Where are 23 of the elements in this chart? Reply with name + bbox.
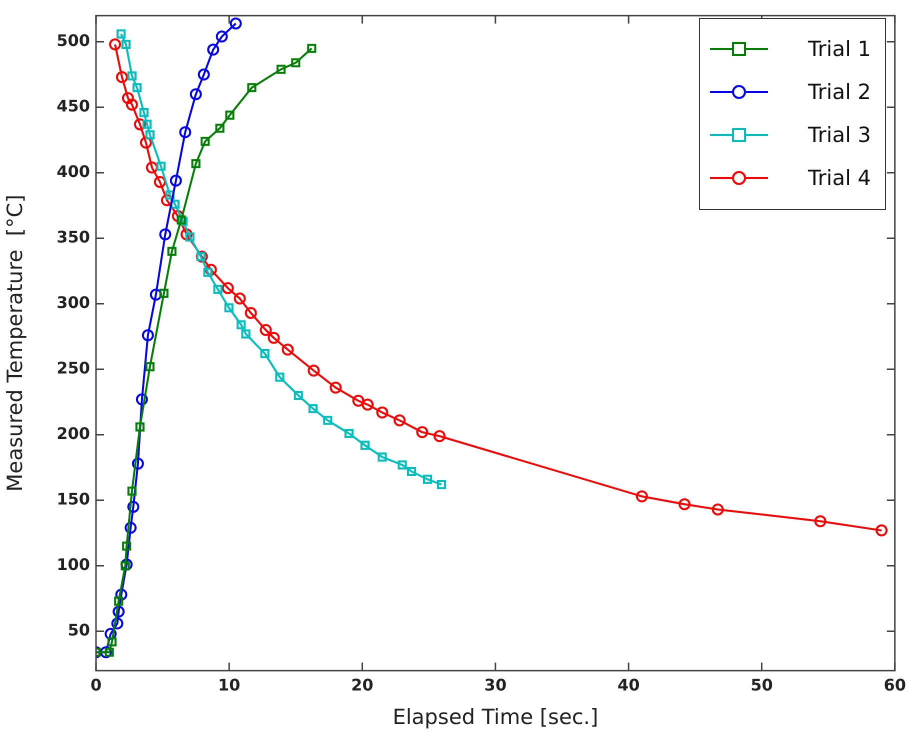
y-tick-label: 50 [68, 620, 90, 640]
x-axis-title: Elapsed Time [sec.] [392, 704, 598, 729]
y-tick-label: 250 [56, 358, 90, 378]
x-tick-label: 50 [750, 675, 773, 694]
y-axis-title: Measured Temperature [°C] [3, 194, 28, 492]
legend-label: Trial 1 [808, 36, 871, 60]
x-tick-label: 0 [90, 675, 102, 694]
x-tick-label: 20 [351, 675, 374, 694]
y-tick-label: 500 [56, 30, 90, 50]
legend-label: Trial 3 [808, 122, 871, 146]
x-tick-label: 40 [617, 675, 640, 694]
y-tick-label: 450 [56, 96, 90, 116]
x-tick-label: 10 [218, 675, 240, 694]
y-tick-label: 150 [56, 489, 90, 508]
x-tick-label: 60 [884, 675, 906, 694]
x-tick-label: 30 [484, 675, 507, 694]
y-tick-label: 200 [56, 424, 90, 443]
legend-label: Trial 2 [808, 80, 871, 104]
y-tick-label: 350 [56, 227, 90, 246]
y-tick-label: 400 [56, 162, 90, 181]
y-tick-label: 100 [56, 554, 90, 574]
legend-label: Trial 4 [808, 166, 871, 190]
y-tick-label: 300 [56, 292, 90, 312]
